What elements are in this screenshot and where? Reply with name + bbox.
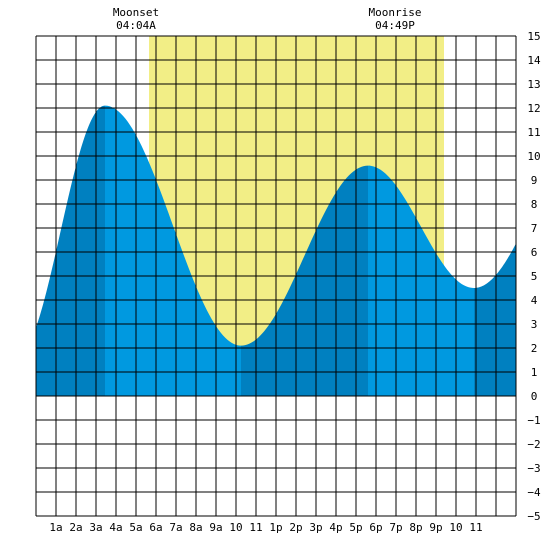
x-tick-label: 3a [89,521,102,534]
y-tick-label: 6 [531,246,538,259]
x-tick-label: 2a [69,521,82,534]
x-tick-label: 7p [389,521,402,534]
x-tick-label: 4p [329,521,342,534]
y-tick-label: 15 [527,30,540,43]
x-tick-label: 3p [309,521,322,534]
x-tick-label: 6a [149,521,162,534]
tide-segment-4 [368,165,474,396]
y-tick-label: 11 [527,126,540,139]
x-tick-label: 2p [289,521,302,534]
y-tick-label: 9 [531,174,538,187]
x-tick-label: 6p [369,521,382,534]
x-tick-label: 5a [129,521,142,534]
y-tick-label: 13 [527,78,540,91]
y-tick-label: −4 [527,486,541,499]
moonset-time: 04:04A [116,19,156,32]
x-tick-labels: 1a 2a 3a 4a 5a 6a 7a 8a 9a 10 11 1p 2p 3p 4p 5p 6p 7p 8p 9p… [49,521,482,534]
x-tick-label: 7a [169,521,182,534]
x-tick-label: 8a [189,521,202,534]
y-tick-label: −1 [527,414,540,427]
tide-segment-1 [36,105,105,396]
tide-segment-2 [105,105,241,396]
y-tick-label: 8 [531,198,538,211]
y-tick-label: 14 [527,54,541,67]
x-tick-label: 10 [449,521,462,534]
x-tick-label: 5p [349,521,362,534]
annotations: Moonset 04:04A Moonrise 04:49P [113,6,422,32]
y-tick-label: 5 [531,270,538,283]
x-tick-label: 11 [249,521,262,534]
y-tick-label: 10 [527,150,540,163]
y-tick-label: −3 [527,462,540,475]
x-tick-label: 8p [409,521,422,534]
x-tick-label: 1a [49,521,62,534]
x-tick-label: 9p [429,521,442,534]
x-tick-label: 10 [229,521,242,534]
y-tick-label: 3 [531,318,538,331]
y-tick-label: 12 [527,102,540,115]
moonset-label: Moonset [113,6,159,19]
grid-layer [35,35,517,517]
y-tick-label: 7 [531,222,538,235]
x-tick-label: 11 [469,521,482,534]
x-tick-label: 9a [209,521,222,534]
y-tick-label: −5 [527,510,540,523]
tide-segment-5 [474,243,516,396]
y-tick-label: −2 [527,438,540,451]
moonrise-time: 04:49P [375,19,415,32]
y-tick-label: 2 [531,342,538,355]
y-tick-label: 0 [531,390,538,403]
y-tick-label: 1 [531,366,538,379]
moonrise-label: Moonrise [369,6,422,19]
x-tick-label: 4a [109,521,122,534]
y-tick-label: 4 [531,294,538,307]
x-tick-label: 1p [269,521,282,534]
